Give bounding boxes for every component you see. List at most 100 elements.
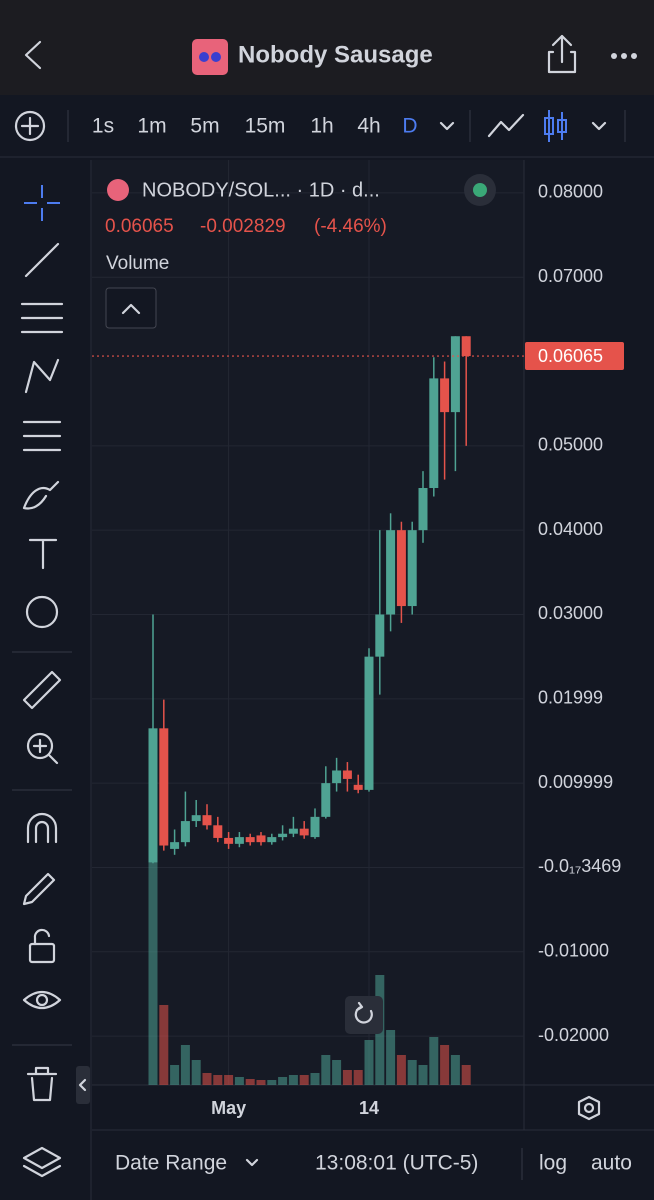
log-toggle[interactable]: log	[539, 1152, 567, 1175]
axis-settings-center	[583, 1102, 595, 1114]
last-price-badge	[525, 342, 624, 371]
y-tick-label: 0.08000	[538, 182, 603, 202]
x-tick-label: 14	[359, 1098, 379, 1118]
volume-bar	[170, 1065, 180, 1085]
candle-body	[375, 614, 385, 657]
legend-change-percent: (-4.46%)	[314, 216, 387, 237]
volume-bar	[342, 1070, 352, 1085]
token-icon	[192, 39, 228, 75]
unlock-shackle	[33, 928, 51, 946]
volume-bar	[245, 1079, 255, 1085]
volume-bar	[148, 860, 158, 1085]
hide-drawings[interactable]	[22, 990, 62, 1010]
candle-body	[180, 821, 190, 843]
text-tool[interactable]	[28, 538, 58, 570]
timeframe[interactable]: 5m	[190, 115, 219, 138]
volume-bar	[450, 1055, 460, 1085]
brush-tool[interactable]	[22, 480, 60, 510]
auto-toggle[interactable]: auto	[591, 1152, 632, 1175]
candle-body	[278, 833, 288, 838]
volume-bar	[310, 1073, 320, 1085]
header	[0, 0, 654, 95]
crosshair-tool[interactable]	[24, 185, 60, 221]
volume-bar	[256, 1080, 266, 1085]
share-button[interactable]	[547, 34, 577, 74]
date-range-dropdown[interactable]	[245, 1158, 259, 1167]
candle-body	[321, 783, 331, 817]
more-button[interactable]	[611, 53, 637, 59]
candle-body	[332, 770, 342, 784]
timeframe[interactable]: 1m	[137, 115, 166, 138]
forecast-tool[interactable]	[22, 420, 62, 452]
add-symbol[interactable]	[14, 110, 46, 142]
candle-body	[440, 378, 450, 413]
line-chart-type[interactable]	[487, 113, 525, 138]
magnet-tool[interactable]	[26, 812, 58, 844]
delete-drawings[interactable]	[26, 1066, 58, 1102]
volume-bar	[321, 1055, 331, 1085]
reset-icon	[354, 1001, 373, 1024]
candle-body	[170, 842, 180, 849]
timeframe[interactable]: 1h	[310, 115, 333, 138]
y-tick-label: -0.0₁₇3469	[538, 856, 621, 876]
x-tick-label: May	[211, 1098, 246, 1118]
candle-body	[386, 530, 396, 615]
axis-settings[interactable]	[577, 1095, 601, 1121]
timeframe[interactable]: 1s	[92, 115, 114, 138]
candle-body	[202, 815, 212, 826]
candle-body	[461, 336, 471, 357]
clock: 13:08:01 (UTC-5)	[315, 1152, 478, 1175]
layers[interactable]	[22, 1146, 62, 1178]
candle-body	[256, 835, 266, 843]
candle-chart-type[interactable]	[544, 110, 567, 142]
last-price-label: 0.06065	[538, 346, 603, 366]
token-eye	[211, 52, 221, 62]
zoom-tool-detail	[32, 738, 59, 765]
volume-bar	[224, 1075, 234, 1085]
candle-body	[299, 828, 309, 836]
emoji-tool[interactable]	[25, 595, 59, 629]
volume-bar	[159, 1005, 169, 1085]
candle-body	[213, 825, 223, 838]
zoom-tool[interactable]	[26, 732, 54, 760]
collapse-legend[interactable]	[105, 287, 157, 329]
volume-bar	[429, 1037, 439, 1085]
y-tick-label: 0.04000	[538, 519, 603, 539]
collapse-arrow	[78, 1078, 87, 1092]
candle-body	[396, 530, 406, 607]
candles	[148, 336, 471, 864]
timeframe[interactable]: D	[402, 115, 417, 138]
candle-body	[353, 784, 363, 790]
volume-bars	[148, 860, 471, 1085]
lock-drawings[interactable]	[22, 872, 56, 906]
header-title: Nobody Sausage	[238, 41, 433, 68]
add-symbol-plus	[20, 116, 40, 136]
candle-body	[418, 488, 428, 531]
volume-bar	[267, 1080, 277, 1085]
pattern-tool[interactable]	[24, 358, 60, 394]
volume-bar	[288, 1075, 298, 1085]
unlock-drawings[interactable]	[28, 942, 56, 964]
back-button[interactable]	[24, 40, 42, 70]
candle-body	[245, 837, 255, 843]
timeframes: 1s 1m 5m 15m 1h 4h D	[92, 115, 418, 138]
plot-area	[92, 160, 524, 1085]
date-range[interactable]: Date Range	[115, 1152, 227, 1175]
timeframe-dropdown[interactable]	[439, 121, 455, 131]
timeframe[interactable]: 4h	[357, 115, 380, 138]
token-eye	[199, 52, 209, 62]
timeframe[interactable]: 15m	[245, 115, 286, 138]
collapse-toolbar[interactable]	[76, 1066, 90, 1104]
volume-bar	[418, 1065, 428, 1085]
trend-line-tool[interactable]	[24, 242, 60, 278]
chart-type-dropdown[interactable]	[591, 121, 607, 131]
candle-body	[148, 728, 158, 863]
y-tick-label: 0.07000	[538, 266, 603, 286]
fib-tool[interactable]	[20, 302, 64, 334]
volume-bar	[396, 1055, 406, 1085]
volume-bar	[386, 1030, 396, 1085]
ruler-tool[interactable]	[22, 670, 62, 710]
reset-chart[interactable]	[345, 996, 383, 1034]
